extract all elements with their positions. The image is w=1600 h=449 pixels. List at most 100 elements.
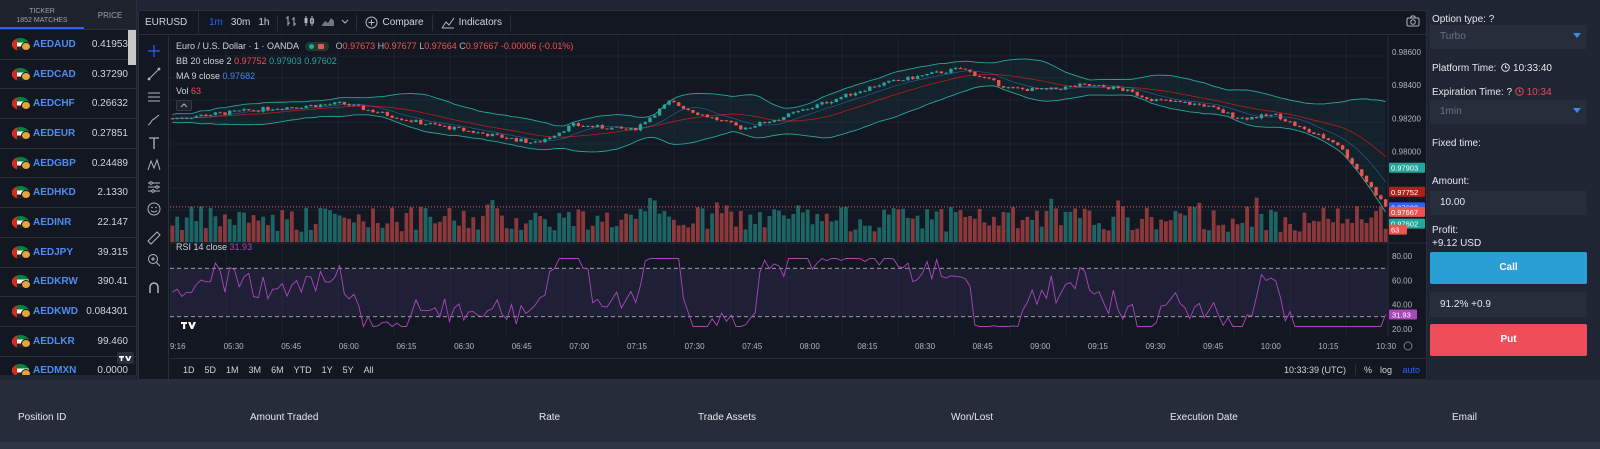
text-tool-icon[interactable]	[147, 136, 161, 150]
expiration-value: 1min	[1440, 106, 1462, 117]
column-execution-date[interactable]: Execution Date	[1170, 412, 1238, 423]
magnet-icon[interactable]	[147, 281, 161, 295]
range-5d[interactable]: 5D	[204, 364, 217, 375]
candle-body	[887, 80, 891, 83]
area-style-icon[interactable]	[318, 15, 338, 30]
pattern-tool-icon[interactable]	[147, 158, 161, 172]
settings-gear-icon[interactable]	[1403, 341, 1413, 351]
interval-1h[interactable]: 1h	[258, 17, 270, 28]
ticker-row[interactable]: AEDKWD 0.084301	[0, 297, 136, 327]
camera-icon[interactable]	[1406, 15, 1420, 30]
candle-body	[920, 75, 924, 77]
candle-body	[1226, 112, 1230, 114]
put-button[interactable]: Put	[1430, 324, 1587, 356]
range-5y[interactable]: 5Y	[342, 364, 354, 375]
indicators-button[interactable]: Indicators	[437, 17, 506, 29]
candles-style-icon[interactable]	[300, 15, 318, 30]
prediction-tool-icon[interactable]	[147, 180, 161, 194]
vol-legend[interactable]: Vol 63	[176, 86, 201, 96]
trend-line-icon[interactable]	[147, 67, 161, 81]
candle-body	[610, 127, 614, 130]
emoji-icon[interactable]	[147, 202, 161, 216]
auto-scale-toggle[interactable]: auto	[1402, 364, 1420, 375]
chevron-down-icon[interactable]	[338, 17, 352, 29]
ticker-scrollbar[interactable]	[128, 30, 136, 65]
volume-bar	[519, 229, 523, 242]
time-axis-label: 06:30	[454, 342, 475, 351]
volume-bar	[1035, 210, 1039, 242]
bb-legend[interactable]: BB 20 close 2 0.97752 0.97903 0.97602	[176, 56, 337, 66]
volume-bar	[1221, 224, 1226, 242]
ruler-icon[interactable]	[147, 231, 161, 245]
column-email[interactable]: Email	[1452, 412, 1478, 423]
interval-1m[interactable]: 1m	[209, 17, 223, 28]
column-position-id[interactable]: Position ID	[18, 412, 67, 423]
candle-body	[1221, 109, 1225, 113]
toolbar-divider	[356, 14, 358, 31]
ticker-row[interactable]: AEDCAD 0.37290	[0, 60, 136, 90]
ticker-row[interactable]: AEDMXN 0.0000	[0, 357, 136, 375]
range-ytd[interactable]: YTD	[293, 364, 312, 375]
volume-bar	[853, 229, 858, 242]
candle-body	[514, 137, 518, 142]
range-6m[interactable]: 6M	[271, 364, 284, 375]
range-1d[interactable]: 1D	[183, 364, 195, 375]
chart-toolbar: EURUSD 1m 30m 1h Compare	[139, 10, 1428, 35]
call-button[interactable]: Call	[1430, 252, 1587, 284]
column-rate[interactable]: Rate	[539, 412, 561, 423]
range-1m[interactable]: 1M	[226, 364, 239, 375]
price-chart[interactable]: 0.986000.984000.982000.980000.979030.977…	[169, 36, 1428, 358]
range-3m[interactable]: 3M	[248, 364, 262, 375]
ticker-symbol: AEDMXN	[33, 365, 77, 375]
ticker-row[interactable]: AEDINR 22.147	[0, 208, 136, 238]
amount-input[interactable]: 10.00	[1430, 191, 1587, 215]
range-all[interactable]: All	[363, 364, 374, 375]
candle-body	[1135, 91, 1139, 96]
chart-area[interactable]: 0.98600 0.98400 0.98200 0.98000 0.97903 0.977…	[169, 36, 1428, 363]
volume-bar	[1120, 206, 1125, 242]
rsi-legend[interactable]: RSI 14 close 31.93	[176, 242, 252, 252]
fixed-time-label: Fixed time:	[1432, 138, 1481, 149]
ticker-row[interactable]: AEDJPY 39.315	[0, 238, 136, 268]
volume-bar	[982, 222, 987, 242]
candle-body	[1173, 101, 1178, 103]
candle-body	[672, 100, 676, 103]
time-axis-label: 09:30	[1146, 342, 1167, 351]
column-trade-assets[interactable]: Trade Assets	[698, 412, 756, 423]
collapse-legend-button[interactable]	[176, 100, 192, 111]
range-1y[interactable]: 1Y	[321, 364, 333, 375]
option-type-select[interactable]: Turbo	[1430, 25, 1587, 49]
ticker-row[interactable]: AEDHKD 2.1330	[0, 178, 136, 209]
candle-body	[858, 91, 862, 94]
volume-bar	[1335, 208, 1340, 242]
volume-bar	[600, 221, 605, 242]
fib-retracement-icon[interactable]	[147, 90, 161, 104]
expiration-select[interactable]: 1min	[1430, 100, 1587, 124]
candle-body	[223, 112, 227, 115]
interval-30m[interactable]: 30m	[230, 17, 251, 28]
compare-button[interactable]: Compare	[361, 16, 427, 29]
trade-panel: Option type: ? Turbo Platform Time: 10:3…	[1427, 0, 1600, 380]
ticker-row[interactable]: AEDGBP 0.24489	[0, 149, 136, 179]
percent-scale-toggle[interactable]: %	[1354, 364, 1372, 375]
ticker-row[interactable]: AEDCHF 0.26632	[0, 89, 136, 120]
ticker-column-header[interactable]: TICKER 1852 MATCHES	[0, 0, 84, 29]
brush-icon[interactable]	[147, 113, 161, 127]
quote-currency-flag-icon	[21, 249, 31, 259]
ma-legend[interactable]: MA 9 close 0.97682	[176, 71, 255, 81]
zoom-in-icon[interactable]	[147, 253, 161, 267]
symbol-search[interactable]: EURUSD	[139, 10, 199, 35]
ticker-row[interactable]: AEDEUR 0.27851	[0, 119, 136, 149]
ticker-row[interactable]: AEDAUD 0.41953	[0, 30, 136, 60]
column-won-lost[interactable]: Won/Lost	[951, 412, 994, 423]
bar-style-icon[interactable]	[282, 15, 300, 30]
log-scale-toggle[interactable]: log	[1379, 364, 1392, 375]
ticker-row[interactable]: AEDKRW 390.41	[0, 268, 136, 298]
crosshair-icon[interactable]	[147, 44, 161, 58]
price-column-header[interactable]: PRICE	[97, 11, 123, 20]
chart-clock[interactable]: 10:33:39 (UTC)	[1283, 364, 1346, 375]
volume-bar	[500, 215, 504, 242]
column-amount-traded[interactable]: Amount Traded	[250, 412, 319, 423]
ticker-row[interactable]: AEDLKR 99.460	[0, 327, 136, 357]
candle-body	[447, 125, 452, 130]
